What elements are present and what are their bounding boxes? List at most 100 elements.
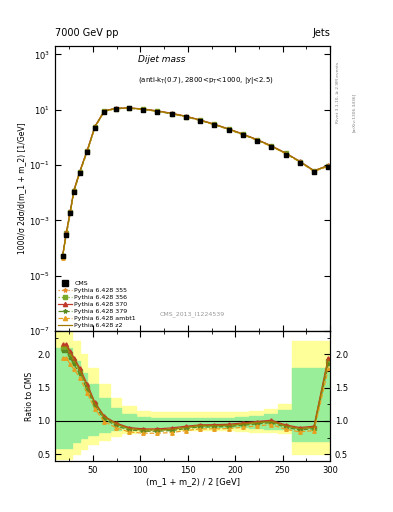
Pythia 6.428 355 xyxy=(68,209,73,215)
Legend: CMS, Pythia 6.428 355, Pythia 6.428 356, Pythia 6.428 370, Pythia 6.428 379, Pyt: CMS, Pythia 6.428 355, Pythia 6.428 356,… xyxy=(57,280,137,329)
Pythia 6.428 z2 xyxy=(269,143,274,149)
Pythia 6.428 356 xyxy=(269,143,274,149)
Pythia 6.428 356 xyxy=(77,169,82,176)
CMS xyxy=(140,105,146,114)
Text: (anti-k$_\mathregular{T}$(0.7), 2800<p$_\mathregular{T}$<1000, |y|<2.5): (anti-k$_\mathregular{T}$(0.7), 2800<p$_… xyxy=(138,75,273,86)
Pythia 6.428 z2 xyxy=(141,106,145,112)
CMS xyxy=(311,168,317,177)
Pythia 6.428 379 xyxy=(298,159,302,165)
Pythia 6.428 z2 xyxy=(60,253,65,259)
Pythia 6.428 z2 xyxy=(226,126,231,132)
Pythia 6.428 356 xyxy=(169,111,174,117)
Pythia 6.428 ambt1 xyxy=(226,126,231,133)
Pythia 6.428 356 xyxy=(92,124,97,130)
CMS xyxy=(101,108,108,116)
Pythia 6.428 379 xyxy=(92,124,97,130)
Pythia 6.428 355 xyxy=(312,168,316,174)
Pythia 6.428 370 xyxy=(102,108,107,114)
Pythia 6.428 356 xyxy=(226,126,231,132)
Pythia 6.428 ambt1 xyxy=(169,111,174,117)
Pythia 6.428 ambt1 xyxy=(141,106,145,113)
Pythia 6.428 z2 xyxy=(64,230,69,236)
Pythia 6.428 356 xyxy=(212,121,217,127)
Pythia 6.428 356 xyxy=(113,105,118,112)
Pythia 6.428 355 xyxy=(141,106,145,112)
CMS xyxy=(240,131,246,139)
Pythia 6.428 355 xyxy=(198,117,202,123)
Text: 7000 GeV pp: 7000 GeV pp xyxy=(55,28,119,38)
Pythia 6.428 379 xyxy=(113,105,118,112)
Pythia 6.428 379 xyxy=(102,108,107,114)
Pythia 6.428 379 xyxy=(127,105,131,111)
Pythia 6.428 z2 xyxy=(312,168,316,174)
Line: Pythia 6.428 356: Pythia 6.428 356 xyxy=(61,106,330,258)
Pythia 6.428 356 xyxy=(64,230,69,236)
Pythia 6.428 ambt1 xyxy=(155,109,160,115)
Pythia 6.428 370 xyxy=(155,108,160,114)
Y-axis label: Ratio to CMS: Ratio to CMS xyxy=(25,371,34,420)
Pythia 6.428 370 xyxy=(198,117,202,123)
Pythia 6.428 379 xyxy=(68,210,73,216)
Pythia 6.428 370 xyxy=(283,150,288,156)
Pythia 6.428 379 xyxy=(64,231,69,237)
Pythia 6.428 370 xyxy=(298,158,302,164)
Text: Jets: Jets xyxy=(312,28,330,38)
Pythia 6.428 379 xyxy=(312,168,316,174)
CMS xyxy=(67,209,73,218)
Pythia 6.428 355 xyxy=(102,108,107,114)
Pythia 6.428 355 xyxy=(169,111,174,117)
Pythia 6.428 355 xyxy=(226,126,231,132)
CMS xyxy=(71,187,77,196)
Pythia 6.428 370 xyxy=(113,105,118,112)
Pythia 6.428 ambt1 xyxy=(92,124,97,131)
Pythia 6.428 355 xyxy=(326,163,331,169)
Pythia 6.428 356 xyxy=(68,209,73,215)
Text: CMS_2013_I1224539: CMS_2013_I1224539 xyxy=(160,311,225,317)
Line: Pythia 6.428 ambt1: Pythia 6.428 ambt1 xyxy=(61,106,330,260)
Pythia 6.428 356 xyxy=(127,105,131,111)
Pythia 6.428 z2 xyxy=(184,114,188,120)
X-axis label: (m_1 + m_2) / 2 [GeV]: (m_1 + m_2) / 2 [GeV] xyxy=(145,477,240,486)
Pythia 6.428 379 xyxy=(241,132,245,138)
Pythia 6.428 379 xyxy=(212,121,217,127)
Pythia 6.428 ambt1 xyxy=(198,117,202,123)
Pythia 6.428 379 xyxy=(283,151,288,157)
Pythia 6.428 379 xyxy=(169,111,174,117)
CMS xyxy=(84,148,90,156)
Pythia 6.428 355 xyxy=(255,137,259,143)
Line: Pythia 6.428 355: Pythia 6.428 355 xyxy=(61,106,330,258)
Pythia 6.428 356 xyxy=(60,253,65,260)
Text: [arXiv:1306.3436]: [arXiv:1306.3436] xyxy=(352,93,356,132)
CMS xyxy=(325,163,331,171)
Pythia 6.428 ambt1 xyxy=(127,105,131,112)
Pythia 6.428 ambt1 xyxy=(60,254,65,261)
Pythia 6.428 379 xyxy=(155,108,160,114)
Pythia 6.428 ambt1 xyxy=(68,210,73,217)
Pythia 6.428 ambt1 xyxy=(283,151,288,157)
Pythia 6.428 ambt1 xyxy=(298,159,302,165)
Pythia 6.428 379 xyxy=(198,117,202,123)
Pythia 6.428 355 xyxy=(298,158,302,164)
Pythia 6.428 z2 xyxy=(298,158,302,164)
CMS xyxy=(254,137,260,145)
Pythia 6.428 370 xyxy=(141,106,145,112)
Pythia 6.428 ambt1 xyxy=(269,143,274,150)
Pythia 6.428 356 xyxy=(312,168,316,174)
Pythia 6.428 370 xyxy=(326,162,331,168)
Pythia 6.428 355 xyxy=(212,121,217,127)
Pythia 6.428 ambt1 xyxy=(241,132,245,138)
CMS xyxy=(59,252,66,261)
Pythia 6.428 z2 xyxy=(241,131,245,137)
CMS xyxy=(197,117,203,125)
Pythia 6.428 355 xyxy=(241,131,245,137)
Pythia 6.428 z2 xyxy=(102,108,107,114)
Pythia 6.428 z2 xyxy=(283,150,288,156)
Pythia 6.428 356 xyxy=(102,108,107,114)
Pythia 6.428 z2 xyxy=(92,124,97,130)
Pythia 6.428 z2 xyxy=(72,187,76,194)
Pythia 6.428 356 xyxy=(155,108,160,114)
Line: Pythia 6.428 z2: Pythia 6.428 z2 xyxy=(62,108,328,256)
Pythia 6.428 379 xyxy=(255,137,259,143)
CMS xyxy=(63,231,70,239)
CMS xyxy=(169,110,175,118)
